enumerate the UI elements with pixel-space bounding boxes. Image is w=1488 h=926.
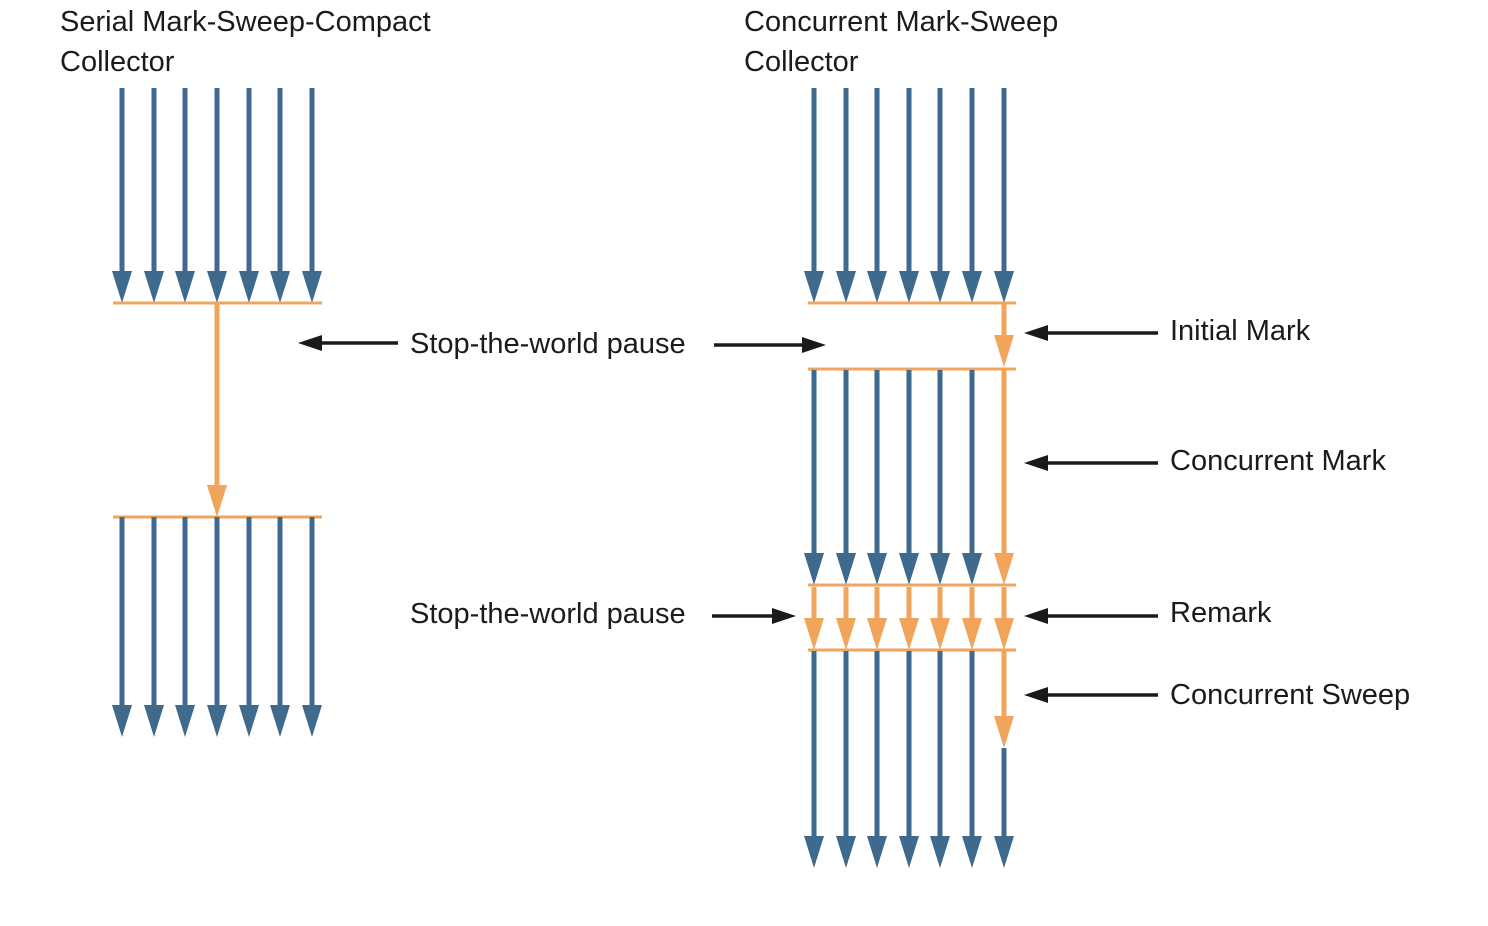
cms-initial-mark-thread-head [994, 335, 1014, 367]
serial-title-line2: Collector [60, 46, 175, 78]
remark-label: Remark [1170, 597, 1272, 629]
concurrent-mark-pointer-head [1024, 455, 1048, 471]
initial-mark-label: Initial Mark [1170, 315, 1311, 347]
serial-app-thread-top-3-head [175, 271, 195, 303]
serial-app-thread-bottom-7-head [302, 705, 322, 737]
cms-remark-thread-7-head [994, 618, 1014, 650]
serial-app-thread-bottom-3-head [175, 705, 195, 737]
concurrent-mark-label: Concurrent Mark [1170, 445, 1386, 477]
stop-the-world-pointer-right-head [802, 337, 826, 353]
remark-pointer-head [1024, 608, 1048, 624]
stop-the-world-2-pointer-head [772, 608, 796, 624]
cms-app-thread-bottom-6-head [962, 836, 982, 868]
serial-app-thread-bottom-6-head [270, 705, 290, 737]
cms-app-thread-bottom-2-head [836, 836, 856, 868]
serial-app-thread-bottom-4-head [207, 705, 227, 737]
cms-app-thread-top-2-head [836, 271, 856, 303]
cms-concurrent-mark-thread-head [994, 553, 1014, 585]
cms-app-thread-top-7-head [994, 271, 1014, 303]
cms-app-thread-bottom-4-head [899, 836, 919, 868]
cms-app-thread-top-3-head [867, 271, 887, 303]
serial-app-thread-top-5-head [239, 271, 259, 303]
cms-app-thread-bottom-3-head [867, 836, 887, 868]
cms-app-thread-bottom-1-head [804, 836, 824, 868]
concurrent-title-line2: Collector [744, 46, 859, 78]
serial-gc-thread-head [207, 485, 227, 517]
concurrent-sweep-pointer-head [1024, 687, 1048, 703]
serial-app-thread-top-7-head [302, 271, 322, 303]
cms-app-thread-mid-1-head [804, 553, 824, 585]
cms-remark-thread-3-head [867, 618, 887, 650]
cms-app-thread-mid-2-head [836, 553, 856, 585]
cms-remark-thread-2-head [836, 618, 856, 650]
cms-app-thread-top-6-head [962, 271, 982, 303]
serial-app-thread-bottom-1-head [112, 705, 132, 737]
initial-mark-pointer-head [1024, 325, 1048, 341]
cms-remark-thread-4-head [899, 618, 919, 650]
cms-app-thread-mid-6-head [962, 553, 982, 585]
serial-app-thread-top-4-head [207, 271, 227, 303]
cms-remark-thread-6-head [962, 618, 982, 650]
stop-the-world-pointer-left-head [298, 335, 322, 351]
cms-remark-thread-1-head [804, 618, 824, 650]
cms-remark-thread-5-head [930, 618, 950, 650]
cms-app-thread-top-4-head [899, 271, 919, 303]
cms-app-thread-mid-5-head [930, 553, 950, 585]
stop-the-world-label-2: Stop-the-world pause [410, 598, 686, 630]
serial-app-thread-bottom-5-head [239, 705, 259, 737]
cms-app-thread-top-5-head [930, 271, 950, 303]
serial-app-thread-top-2-head [144, 271, 164, 303]
cms-app-thread-mid-3-head [867, 553, 887, 585]
serial-app-thread-top-1-head [112, 271, 132, 303]
serial-app-thread-top-6-head [270, 271, 290, 303]
cms-concurrent-sweep-thread-head [994, 716, 1014, 748]
stop-the-world-label-1: Stop-the-world pause [410, 328, 686, 360]
cms-app-thread-top-1-head [804, 271, 824, 303]
cms-app-thread-mid-4-head [899, 553, 919, 585]
serial-title-line1: Serial Mark-Sweep-Compact [60, 6, 431, 38]
cms-app-thread-bottom-7-head [994, 836, 1014, 868]
serial-app-thread-bottom-2-head [144, 705, 164, 737]
concurrent-title-line1: Concurrent Mark-Sweep [744, 6, 1058, 38]
concurrent-sweep-label: Concurrent Sweep [1170, 679, 1410, 711]
cms-app-thread-bottom-5-head [930, 836, 950, 868]
